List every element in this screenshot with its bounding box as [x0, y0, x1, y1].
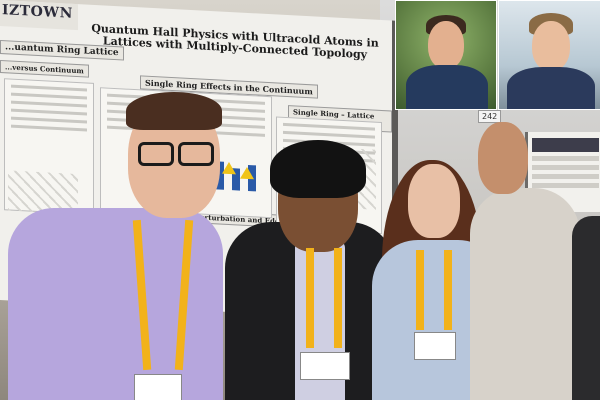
lanyard: [444, 250, 452, 330]
glasses-icon: [178, 142, 214, 166]
hair: [270, 140, 366, 198]
poster-title: Quantum Hall Physics with Ultracold Atom…: [91, 21, 379, 62]
poster-logo-area: IZTOWN: [0, 0, 78, 31]
name-badge: [134, 374, 182, 400]
lanyard: [416, 250, 424, 330]
inset-photo-1: [395, 0, 497, 110]
inset-face: [532, 21, 570, 71]
right-poster-line: [532, 183, 599, 188]
poster-chart-marker: [240, 166, 254, 180]
poster-logo: IZTOWN: [2, 2, 73, 22]
partial-person: [572, 216, 600, 400]
right-poster-line: [532, 174, 599, 179]
name-badge: [300, 352, 350, 380]
name-badge: [414, 332, 456, 360]
right-poster-line: [532, 156, 599, 161]
right-poster-header: [532, 138, 599, 152]
right-poster-line: [532, 165, 599, 170]
inset-face: [428, 21, 464, 69]
lanyard: [334, 248, 342, 348]
hair: [126, 92, 222, 130]
inset-photo-2: [498, 0, 600, 110]
glasses-icon: [138, 142, 174, 166]
face: [478, 122, 528, 194]
shirt: [470, 188, 580, 400]
poster-section-left-2: ...versus Continuum: [0, 60, 89, 78]
face: [408, 164, 460, 238]
lanyard: [306, 248, 314, 348]
poster-chart-marker: [222, 161, 236, 175]
booth-number: 242: [478, 110, 502, 123]
